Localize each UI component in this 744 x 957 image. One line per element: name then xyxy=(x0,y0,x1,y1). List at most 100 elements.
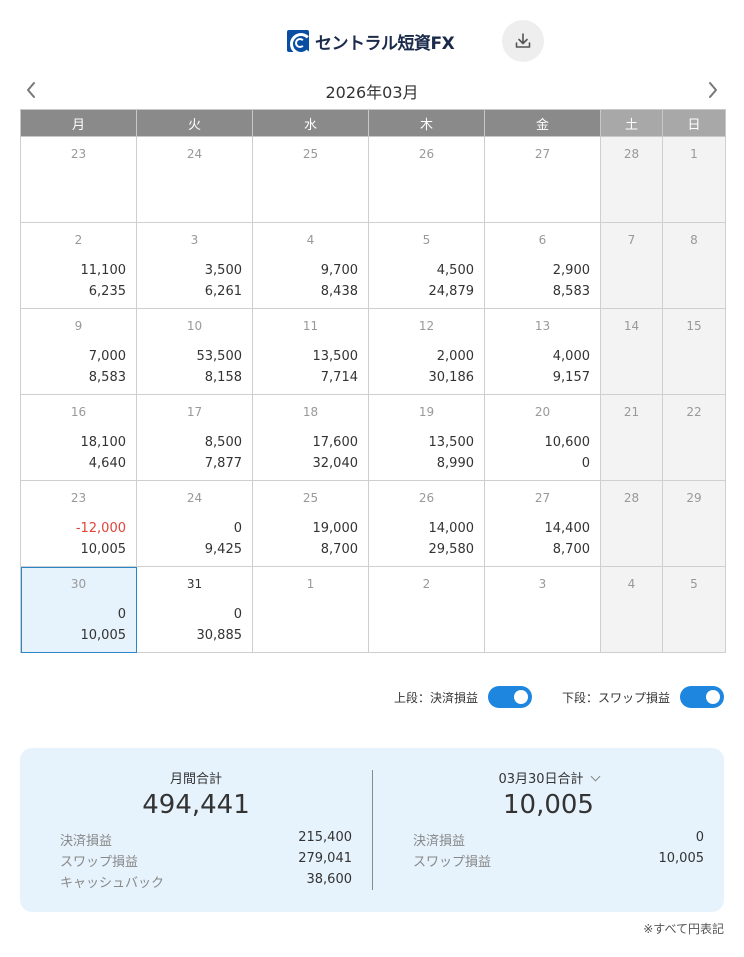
calendar-day-cell[interactable]: 3 3,500 6,261 xyxy=(136,222,253,309)
day-number: 18 xyxy=(302,405,319,419)
daily-summary-dropdown[interactable]: 03月30日合計 xyxy=(373,768,724,787)
calendar-day-cell[interactable]: 1 xyxy=(252,566,369,653)
calendar-day-cell[interactable]: 8 xyxy=(662,222,726,309)
summary-row-label: スワップ損益 xyxy=(413,855,492,870)
day-number: 28 xyxy=(623,147,640,161)
lower-toggle-switch[interactable] xyxy=(680,686,724,708)
calendar-day-cell[interactable]: 31 0 30,885 xyxy=(136,566,253,653)
upper-toggle-label: 上段：決済損益 xyxy=(393,690,478,705)
calendar-week-row: 30 0 10,005 31 0 30,885 1 2 3 4 5 xyxy=(20,566,726,653)
calendar-day-cell[interactable]: 12 2,000 30,186 xyxy=(368,308,485,395)
summary-row-label: 決済損益 xyxy=(413,834,466,849)
day-number: 19 xyxy=(418,405,435,419)
swap-pl-value: 4,640 xyxy=(88,456,126,471)
calendar-day-cell[interactable]: 4 9,700 8,438 xyxy=(252,222,369,309)
day-number: 30 xyxy=(70,577,87,591)
summary-row: 決済損益 0 xyxy=(413,830,704,850)
calendar-day-cell[interactable]: 7 xyxy=(600,222,663,309)
swap-pl-value: 10,005 xyxy=(80,542,127,557)
calendar-day-cell[interactable]: 27 xyxy=(484,136,601,223)
day-number: 28 xyxy=(623,491,640,505)
calendar-week-row: 23 -12,000 10,005 24 0 9,425 25 19,000 8,700 26 14… xyxy=(20,480,726,567)
day-number: 21 xyxy=(623,405,640,419)
settlement-pl-value: 3,500 xyxy=(204,263,242,278)
calendar-day-cell[interactable]: 28 xyxy=(600,136,663,223)
calendar-day-cell[interactable]: 4 xyxy=(600,566,663,653)
summary-row: スワップ損益 10,005 xyxy=(413,851,704,871)
calendar-day-cell[interactable]: 15 xyxy=(662,308,726,395)
calendar-day-cell[interactable]: 25 19,000 8,700 xyxy=(252,480,369,567)
calendar-day-cell[interactable]: 20 10,600 0 xyxy=(484,394,601,481)
daily-summary: 03月30日合計 10,005 決済損益 0 スワップ損益 10,005 xyxy=(373,748,724,912)
calendar-grid: 月火水木金土日 23 24 25 26 27 28 1 2 11,100 6,235 3 3,500 6… xyxy=(20,109,726,653)
calendar-day-cell[interactable]: 29 xyxy=(662,480,726,567)
swap-pl-value: 6,235 xyxy=(88,284,126,299)
day-number: 16 xyxy=(70,405,87,419)
weekday-header: 水 xyxy=(252,109,369,137)
calendar-day-cell[interactable]: 27 14,400 8,700 xyxy=(484,480,601,567)
calendar-week-row: 9 7,000 8,583 10 53,500 8,158 11 13,500 7,714 12 2… xyxy=(20,308,726,395)
settlement-pl-value: 14,000 xyxy=(428,521,475,536)
summary-row: キャッシュバック 38,600 xyxy=(60,872,352,892)
calendar-day-cell[interactable]: 17 8,500 7,877 xyxy=(136,394,253,481)
calendar-day-cell[interactable]: 9 7,000 8,583 xyxy=(20,308,137,395)
calendar-day-cell[interactable]: 26 xyxy=(368,136,485,223)
next-month-button[interactable] xyxy=(702,78,724,102)
calendar-day-cell[interactable]: 18 17,600 32,040 xyxy=(252,394,369,481)
summary-row-label: スワップ損益 xyxy=(60,855,139,870)
brand-logo: セントラル短資FX xyxy=(287,28,455,54)
calendar-day-cell[interactable]: 2 11,100 6,235 xyxy=(20,222,137,309)
settlement-pl-value: 7,000 xyxy=(88,349,126,364)
settlement-pl-value: 13,500 xyxy=(428,435,475,450)
calendar-day-cell[interactable]: 26 14,000 29,580 xyxy=(368,480,485,567)
settlement-pl-value: 9,700 xyxy=(320,263,358,278)
swap-pl-value: 29,580 xyxy=(428,542,475,557)
calendar-day-cell[interactable]: 28 xyxy=(600,480,663,567)
lower-toggle-label: 下段：スワップ損益 xyxy=(561,690,670,705)
calendar-day-cell[interactable]: 2 xyxy=(368,566,485,653)
calendar-day-cell[interactable]: 11 13,500 7,714 xyxy=(252,308,369,395)
swap-pl-value: 7,714 xyxy=(320,370,358,385)
prev-month-button[interactable] xyxy=(20,78,42,102)
month-navigation: 2026年03月 xyxy=(20,76,724,104)
swap-pl-value: 8,700 xyxy=(320,542,358,557)
calendar-day-cell[interactable]: 5 4,500 24,879 xyxy=(368,222,485,309)
day-number: 24 xyxy=(186,147,203,161)
calendar-day-cell[interactable]: 1 xyxy=(662,136,726,223)
calendar-day-cell[interactable]: 13 4,000 9,157 xyxy=(484,308,601,395)
swap-pl-value: 8,583 xyxy=(88,370,126,385)
calendar-day-cell[interactable]: 23 -12,000 10,005 xyxy=(20,480,137,567)
calendar-day-cell[interactable]: 22 xyxy=(662,394,726,481)
calendar-day-cell[interactable]: 24 0 9,425 xyxy=(136,480,253,567)
swap-pl-value: 7,877 xyxy=(204,456,242,471)
calendar-day-cell[interactable]: 16 18,100 4,640 xyxy=(20,394,137,481)
day-number: 1 xyxy=(690,147,698,161)
day-number: 5 xyxy=(690,577,698,591)
calendar-day-cell[interactable]: 5 xyxy=(662,566,726,653)
settlement-pl-value: 0 xyxy=(233,607,242,622)
swap-pl-value: 6,261 xyxy=(204,284,242,299)
chevron-down-icon xyxy=(590,771,600,782)
swap-pl-value: 10,005 xyxy=(80,628,127,643)
upper-toggle-switch[interactable] xyxy=(487,686,532,708)
day-number: 22 xyxy=(686,405,702,419)
calendar-day-cell[interactable]: 6 2,900 8,583 xyxy=(484,222,601,309)
download-button[interactable] xyxy=(502,20,544,62)
calendar-day-cell[interactable]: 24 xyxy=(136,136,253,223)
calendar-day-cell[interactable]: 21 xyxy=(600,394,663,481)
calendar-day-cell[interactable]: 30 0 10,005 xyxy=(20,566,137,653)
calendar-day-cell[interactable]: 23 xyxy=(20,136,137,223)
day-number: 8 xyxy=(690,233,698,247)
summary-row-value: 0 xyxy=(695,830,704,845)
calendar-day-cell[interactable]: 14 xyxy=(600,308,663,395)
swap-pl-value: 24,879 xyxy=(428,284,475,299)
day-number: 20 xyxy=(534,405,551,419)
calendar-day-cell[interactable]: 10 53,500 8,158 xyxy=(136,308,253,395)
calendar-day-cell[interactable]: 3 xyxy=(484,566,601,653)
settlement-pl-value: 10,600 xyxy=(544,435,591,450)
summary-row: スワップ損益 279,041 xyxy=(60,851,352,871)
settlement-pl-value: 4,000 xyxy=(552,349,590,364)
calendar-day-cell[interactable]: 19 13,500 8,990 xyxy=(368,394,485,481)
day-number: 4 xyxy=(306,233,315,247)
calendar-day-cell[interactable]: 25 xyxy=(252,136,369,223)
